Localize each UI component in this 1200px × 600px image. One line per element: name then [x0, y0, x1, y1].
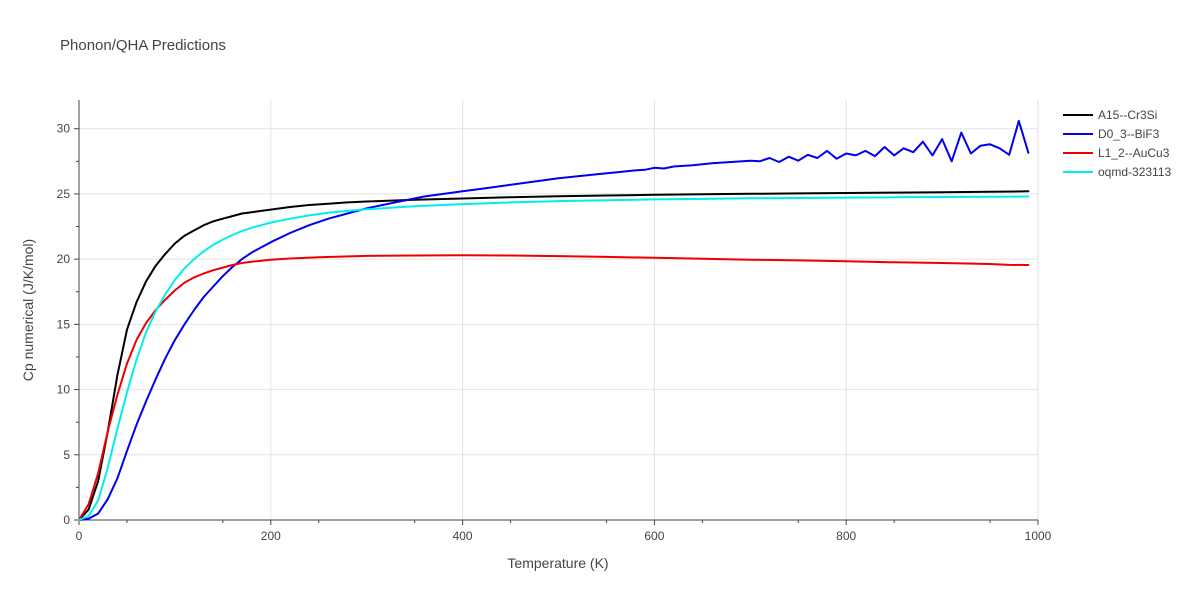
x-tick-label: 400 — [453, 529, 473, 543]
x-tick-label: 800 — [836, 529, 856, 543]
legend-item[interactable]: D0_3--BiF3 — [1063, 127, 1160, 141]
series-line-d0-3-bif3 — [78, 119, 1030, 521]
x-tick-label: 0 — [76, 529, 83, 543]
y-axis-title: Cp numerical (J/K/mol) — [20, 239, 36, 381]
grid — [79, 100, 1039, 520]
x-tick-label: 600 — [644, 529, 664, 543]
legend-label: L1_2--AuCu3 — [1098, 146, 1170, 160]
series-line-a15-cr3si — [78, 190, 1030, 521]
legend-item[interactable]: A15--Cr3Si — [1063, 108, 1157, 122]
legend-item[interactable]: oqmd-323113 — [1063, 165, 1171, 179]
y-tick-label: 10 — [57, 383, 71, 397]
legend-label: oqmd-323113 — [1098, 165, 1171, 179]
series-lines — [78, 119, 1030, 521]
y-ticks: 0 5 10 15 20 25 30 — [57, 122, 79, 527]
legend-item[interactable]: L1_2--AuCu3 — [1063, 146, 1170, 160]
axes — [78, 100, 1038, 521]
y-tick-label: 15 — [57, 317, 71, 331]
x-tick-label: 200 — [261, 529, 281, 543]
y-tick-label: 0 — [63, 513, 70, 527]
series-line-oqmd-323113 — [78, 195, 1030, 521]
y-tick-label: 5 — [63, 448, 70, 462]
y-tick-label: 20 — [57, 252, 71, 266]
legend-label: D0_3--BiF3 — [1098, 127, 1160, 141]
y-tick-label: 30 — [57, 122, 71, 136]
x-axis-title: Temperature (K) — [507, 555, 608, 571]
legend-label: A15--Cr3Si — [1098, 108, 1157, 122]
series-line-l1-2-aucu3 — [78, 254, 1030, 521]
x-tick-label: 1000 — [1025, 529, 1052, 543]
x-ticks: 0 200 400 600 800 1000 — [76, 520, 1052, 543]
y-tick-label: 25 — [57, 187, 71, 201]
legend[interactable]: A15--Cr3Si D0_3--BiF3 L1_2--AuCu3 oqmd-3231… — [1063, 108, 1171, 179]
plot-area — [78, 119, 1030, 521]
chart-title: Phonon/QHA Predictions — [60, 37, 226, 54]
